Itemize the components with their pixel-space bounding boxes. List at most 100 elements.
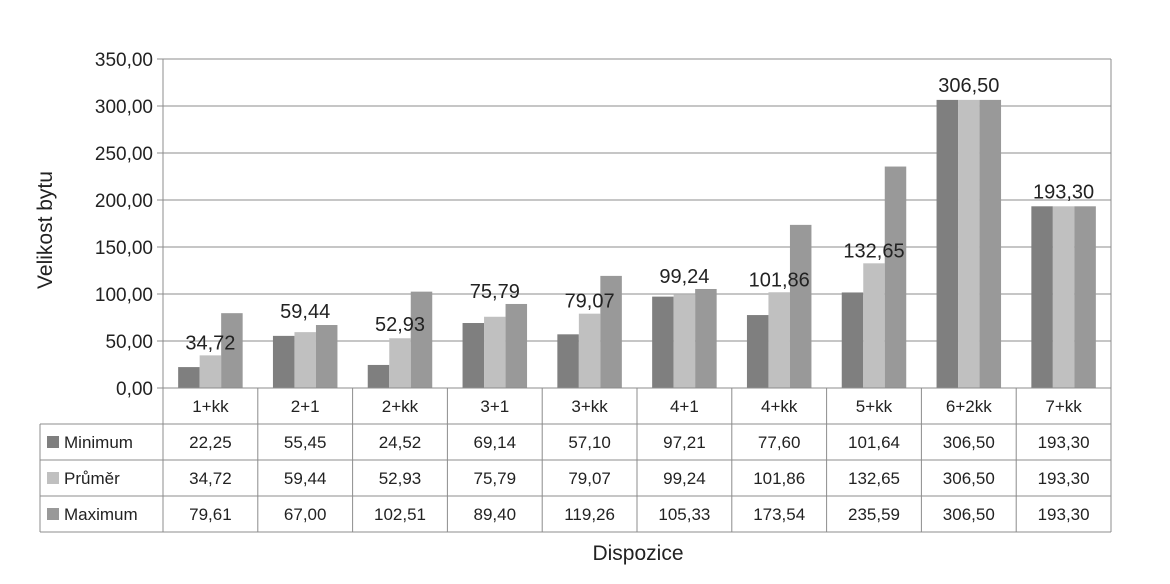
table-cell: 306,50 [943,469,995,488]
table-cell: 306,50 [943,433,995,452]
bar [178,367,200,388]
data-label: 52,93 [375,314,425,336]
bar [221,313,243,388]
bar [884,166,907,388]
table-cell: 79,61 [189,505,232,524]
legend-swatch [47,508,59,520]
bar [389,338,411,388]
bar [673,294,696,388]
table-cell: 52,93 [379,469,422,488]
table-cell: 132,65 [848,469,900,488]
bars [178,99,1096,388]
table-cell: 77,60 [758,433,801,452]
table-cell: 193,30 [1038,469,1090,488]
y-tick-label: 0,00 [116,379,153,400]
table-cell: 89,40 [474,505,517,524]
data-label: 132,65 [843,240,904,262]
legend-swatch [47,436,59,448]
table-cell: 173,54 [753,505,805,524]
category-label: 2+1 [291,397,320,416]
bar [484,316,506,388]
data-label: 75,79 [470,281,520,303]
table-cell: 57,10 [568,433,611,452]
table-cell: 119,26 [564,505,615,524]
data-label: 193,30 [1033,181,1094,203]
bar [578,313,601,388]
table-cell: 75,79 [474,469,517,488]
bar [1052,206,1075,388]
table-cell: 79,07 [568,469,611,488]
category-label: 5+kk [856,397,893,416]
bar [695,288,717,388]
bar [410,291,433,388]
legend-label: Maximum [64,505,138,524]
table-cell: 306,50 [943,505,995,524]
bar [768,292,790,388]
bar [272,335,295,388]
y-axis: 0,00 50,00 100,00 150,00 200,00 250,00 300,00 3… [95,50,1112,532]
y-axis-title: Velikost bytu [34,171,57,289]
table-cell: 24,52 [379,433,422,452]
category-label: 3+kk [571,397,608,416]
table-cell: 193,30 [1038,505,1090,524]
data-label: 34,72 [185,332,235,354]
bar [746,315,769,388]
y-tick-label: 300,00 [95,97,153,118]
bar [600,275,622,388]
data-table: 1+kk 2+1 2+kk 3+1 3+kk 4+1 4+kk 5+kk 6+2kk 7+kk Mi… [39,387,1111,533]
category-label: 6+2kk [946,397,992,416]
bar [652,296,674,388]
x-axis-title: Dispozice [592,542,683,565]
bar [958,99,980,388]
bar [979,99,1002,388]
data-label: 99,24 [659,266,709,288]
data-label: 101,86 [749,269,810,291]
bar [294,332,316,388]
bar [789,224,812,388]
legend-label: Minimum [64,433,133,452]
table-cell: 67,00 [284,505,327,524]
category-label: 4+1 [670,397,699,416]
bar [367,364,390,388]
bar [1074,206,1096,388]
table-cell: 193,30 [1038,433,1090,452]
bar [1031,206,1053,388]
data-labels: 34,72 59,44 52,93 75,79 79,07 99,24 101,86 132,… [185,75,1094,354]
bar [936,99,959,388]
category-label: 4+kk [761,397,798,416]
bar [557,334,579,388]
bar [199,355,222,388]
table-cell: 69,14 [474,433,517,452]
table-cell: 34,72 [189,469,232,488]
y-tick-label: 250,00 [95,144,153,165]
bar [841,292,864,388]
table-cell: 22,25 [189,433,232,452]
table-cell: 99,24 [663,469,706,488]
table-cell: 59,44 [284,469,327,488]
category-label: 2+kk [382,397,419,416]
table-cell: 105,33 [658,505,710,524]
data-label: 79,07 [565,291,615,313]
table-cell: 101,64 [848,433,900,452]
category-label: 1+kk [192,397,229,416]
legend-label: Průměr [64,469,120,488]
bar [863,263,885,388]
table-cell: 235,59 [848,505,900,524]
table-cell: 97,21 [663,433,706,452]
y-tick-label: 100,00 [95,285,153,306]
data-label: 59,44 [280,301,330,323]
legend-swatch [47,472,59,484]
table-cell: 101,86 [753,469,805,488]
table-cell: 102,51 [374,505,426,524]
table-cell: 55,45 [284,433,327,452]
y-tick-label: 350,00 [95,50,153,71]
data-label: 306,50 [938,75,999,97]
y-tick-label: 50,00 [105,332,153,353]
y-tick-label: 200,00 [95,191,153,212]
bar [462,323,485,388]
category-label: 7+kk [1045,397,1082,416]
bar [315,325,338,388]
y-tick-label: 150,00 [95,238,153,259]
category-label: 3+1 [480,397,509,416]
